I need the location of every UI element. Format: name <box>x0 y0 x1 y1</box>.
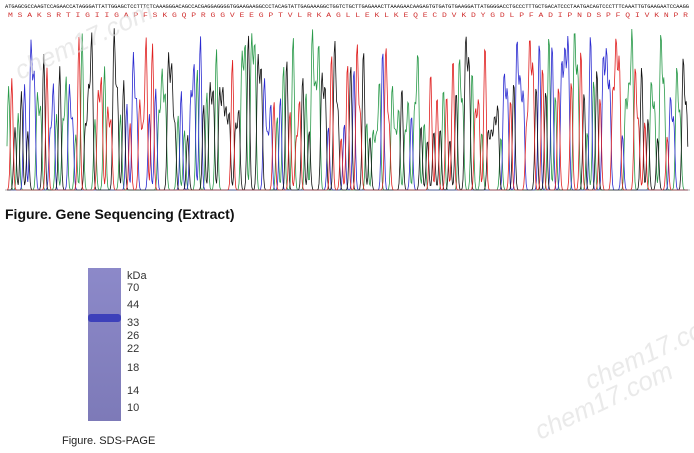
gel-lane <box>88 268 121 421</box>
dna-sequence: ATGAGCGCCAAGTCCAGAACCATAGGGATTATTGGAGCTC… <box>5 4 689 10</box>
marker-label: 10 <box>127 402 139 414</box>
sequencing-caption: Figure. Gene Sequencing (Extract) <box>5 206 235 222</box>
chromatogram <box>6 28 689 191</box>
marker-label: 22 <box>127 343 139 355</box>
protein-sequence: M S A K S R T I G I I G A P F S K G Q P … <box>8 12 689 19</box>
marker-label: 14 <box>127 385 139 397</box>
marker-label: 44 <box>127 299 139 311</box>
marker-label: 26 <box>127 330 139 342</box>
marker-label: 33 <box>127 317 139 329</box>
trace <box>6 28 688 191</box>
marker-label: 70 <box>127 282 139 294</box>
protein-band <box>88 314 121 322</box>
gel-unit: kDa <box>127 270 147 282</box>
marker-label: 18 <box>127 362 139 374</box>
gel-caption: Figure. SDS-PAGE <box>62 435 155 447</box>
